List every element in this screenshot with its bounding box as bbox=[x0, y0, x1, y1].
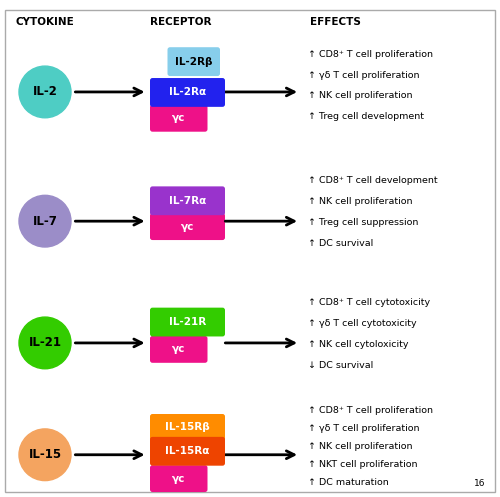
FancyBboxPatch shape bbox=[150, 78, 225, 107]
Text: ↑ γδ T cell proliferation: ↑ γδ T cell proliferation bbox=[308, 71, 419, 80]
FancyBboxPatch shape bbox=[150, 336, 208, 363]
Text: ↑ Treg cell development: ↑ Treg cell development bbox=[308, 112, 424, 121]
Text: γc: γc bbox=[172, 113, 186, 123]
Text: γc: γc bbox=[172, 344, 186, 354]
Text: ↑ CD8⁺ T cell proliferation: ↑ CD8⁺ T cell proliferation bbox=[308, 406, 432, 415]
FancyBboxPatch shape bbox=[150, 414, 225, 441]
Text: RECEPTOR: RECEPTOR bbox=[150, 17, 212, 27]
Circle shape bbox=[19, 429, 71, 481]
FancyBboxPatch shape bbox=[150, 465, 208, 492]
Text: IL-15: IL-15 bbox=[28, 448, 62, 461]
Text: IL-2: IL-2 bbox=[32, 85, 58, 98]
Text: IL-21: IL-21 bbox=[28, 336, 62, 349]
Circle shape bbox=[19, 66, 71, 118]
FancyBboxPatch shape bbox=[150, 308, 225, 336]
FancyBboxPatch shape bbox=[150, 437, 225, 466]
Text: ↑ γδ T cell cytotoxicity: ↑ γδ T cell cytotoxicity bbox=[308, 319, 416, 328]
Text: γc: γc bbox=[172, 474, 186, 484]
Circle shape bbox=[19, 195, 71, 247]
Text: IL-21R: IL-21R bbox=[169, 317, 206, 327]
Text: ↑ NK cell proliferation: ↑ NK cell proliferation bbox=[308, 91, 412, 100]
Text: ↑ NK cell cytoloxicity: ↑ NK cell cytoloxicity bbox=[308, 340, 408, 349]
Text: ↑ NK cell proliferation: ↑ NK cell proliferation bbox=[308, 442, 412, 451]
Text: EFFECTS: EFFECTS bbox=[310, 17, 361, 27]
Text: γc: γc bbox=[181, 222, 194, 232]
Circle shape bbox=[19, 317, 71, 369]
Text: IL-2Rα: IL-2Rα bbox=[169, 87, 206, 97]
Text: ↑ Treg cell suppression: ↑ Treg cell suppression bbox=[308, 218, 418, 227]
Text: ↑ NKT cell proliferation: ↑ NKT cell proliferation bbox=[308, 460, 417, 469]
Text: IL-15Rα: IL-15Rα bbox=[166, 446, 210, 456]
Text: ↑ NK cell proliferation: ↑ NK cell proliferation bbox=[308, 197, 412, 206]
Text: ↑ CD8⁺ T cell development: ↑ CD8⁺ T cell development bbox=[308, 176, 437, 185]
Text: ↑ DC maturation: ↑ DC maturation bbox=[308, 478, 388, 487]
FancyBboxPatch shape bbox=[168, 47, 220, 76]
Text: ↑ DC survival: ↑ DC survival bbox=[308, 239, 373, 248]
FancyBboxPatch shape bbox=[150, 213, 225, 240]
Text: ↑ γδ T cell proliferation: ↑ γδ T cell proliferation bbox=[308, 424, 419, 433]
Text: 16: 16 bbox=[474, 479, 485, 488]
Text: ↑ CD8⁺ T cell cytotoxicity: ↑ CD8⁺ T cell cytotoxicity bbox=[308, 298, 430, 307]
Text: CYTOKINE: CYTOKINE bbox=[15, 17, 74, 27]
Text: ↑ CD8⁺ T cell proliferation: ↑ CD8⁺ T cell proliferation bbox=[308, 50, 432, 59]
Text: IL-7: IL-7 bbox=[32, 215, 58, 228]
FancyBboxPatch shape bbox=[150, 105, 208, 132]
Text: IL-7Rα: IL-7Rα bbox=[169, 196, 206, 206]
Text: IL-15Rβ: IL-15Rβ bbox=[165, 422, 210, 432]
FancyBboxPatch shape bbox=[150, 186, 225, 215]
Text: ↓ DC survival: ↓ DC survival bbox=[308, 361, 373, 370]
Text: IL-2Rβ: IL-2Rβ bbox=[175, 57, 212, 67]
